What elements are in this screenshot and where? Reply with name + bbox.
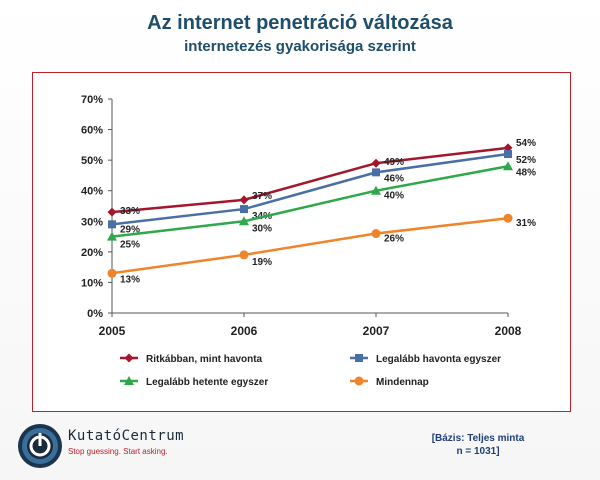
legend-marker [124, 376, 134, 385]
legend-label: Legalább havonta egyszer [376, 354, 501, 365]
data-label: 37% [252, 191, 272, 202]
data-point [371, 229, 381, 239]
data-point [371, 158, 381, 168]
x-tick-label: 2008 [495, 324, 522, 338]
chart-frame [32, 72, 571, 412]
chart-subtitle: internetezés gyakorisága szerint [184, 38, 416, 55]
y-tick-label: 30% [81, 216, 103, 228]
legend-marker [355, 354, 363, 362]
legend-label: Ritkábban, mint havonta [146, 354, 263, 365]
basis-line-1: [Bázis: Teljes minta [431, 433, 525, 444]
data-label: 40% [384, 191, 404, 202]
sample-basis-note: [Bázis: Teljes minta n = 1031] [398, 432, 558, 458]
legend-marker [354, 376, 364, 386]
series-line [111, 146, 509, 214]
data-label: 19% [252, 257, 272, 268]
data-point [372, 168, 380, 177]
data-label: 31% [516, 218, 536, 229]
data-point [503, 161, 513, 171]
data-point [108, 220, 116, 229]
data-point [239, 216, 249, 226]
logo-tagline: Stop guessing. Start asking. [68, 447, 168, 456]
y-tick-label: 70% [81, 94, 103, 106]
data-point [239, 195, 249, 205]
x-tick-label: 2007 [363, 324, 390, 338]
legend-label: Mindennap [376, 377, 429, 388]
series-line [111, 152, 509, 226]
y-tick-label: 20% [81, 247, 103, 259]
data-label: 52% [516, 155, 536, 166]
series-line [111, 165, 509, 238]
data-label: 26% [384, 234, 404, 245]
y-tick-label: 40% [81, 186, 103, 198]
data-point [504, 150, 512, 159]
data-label: 30% [252, 223, 272, 234]
data-label: 54% [516, 138, 536, 149]
logo-name: KutatóCentrum [68, 428, 185, 444]
x-tick-label: 2006 [231, 324, 258, 338]
data-label: 49% [384, 157, 404, 168]
y-tick-label: 0% [87, 308, 103, 320]
data-label: 46% [384, 173, 404, 184]
data-label: 25% [120, 240, 140, 251]
data-label: 29% [120, 224, 140, 235]
data-point [240, 205, 248, 214]
series-line [111, 216, 509, 275]
y-tick-label: 10% [81, 277, 103, 289]
data-point [371, 185, 381, 195]
data-label: 33% [120, 206, 140, 217]
data-point [107, 231, 117, 241]
data-label: 48% [516, 167, 536, 178]
kutatocentrum-logo [18, 424, 62, 468]
x-tick-label: 2005 [99, 324, 126, 338]
data-point [503, 213, 513, 223]
data-point [107, 268, 117, 278]
data-point [107, 207, 117, 217]
basis-line-2: n = 1031] [456, 446, 500, 457]
chart-title: Az internet penetráció változása [147, 12, 453, 34]
y-tick-label: 60% [81, 125, 103, 137]
legend-marker [124, 353, 134, 363]
legend-label: Legalább hetente egyszer [146, 377, 268, 388]
data-point [239, 250, 249, 260]
y-tick-label: 50% [81, 155, 103, 167]
data-label: 13% [120, 274, 140, 285]
